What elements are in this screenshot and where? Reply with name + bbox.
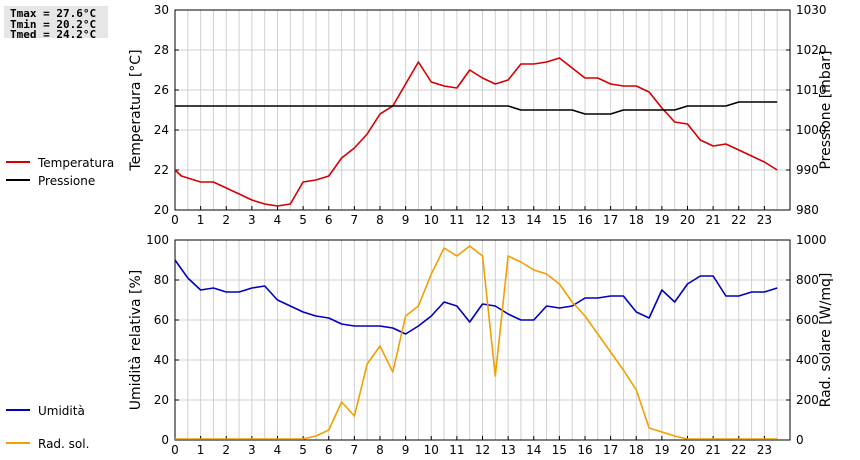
- x-tick-label: 4: [274, 443, 282, 457]
- y-right-tick-label: 600: [796, 313, 819, 327]
- y-left-axis-label: Temperatura [°C]: [128, 49, 144, 171]
- legend-item-rad-sol: Rad. sol.: [6, 437, 89, 451]
- x-tick-label: 21: [705, 443, 720, 457]
- legend-label-rad-sol: Rad. sol.: [38, 437, 89, 451]
- y-right-tick-label: 1000: [796, 233, 827, 247]
- x-tick-label: 2: [222, 213, 230, 227]
- y-right-tick-label: 1010: [796, 83, 827, 97]
- x-tick-label: 17: [603, 443, 618, 457]
- series-line-umidit-: [174, 259, 778, 335]
- y-left-tick-label: 100: [146, 233, 169, 247]
- series-line-rad-sol-: [175, 245, 778, 440]
- x-tick-label: 0: [171, 213, 179, 227]
- x-tick-label: 8: [376, 213, 384, 227]
- y-left-tick-label: 40: [154, 353, 169, 367]
- tmin-text: Tmin = 20.2°C: [10, 17, 97, 31]
- x-tick-label: 4: [274, 213, 282, 227]
- x-tick-label: 8: [376, 443, 384, 457]
- y-left-axis-label: Umidità relativa [%]: [128, 270, 144, 411]
- x-tick-label: 5: [299, 443, 307, 457]
- x-tick-label: 19: [654, 443, 669, 457]
- x-tick-label: 5: [299, 213, 307, 227]
- y-right-axis-label: Pressione [mbar]: [818, 50, 834, 169]
- y-right-tick-label: 0: [796, 433, 804, 447]
- y-left-tick-label: 20: [154, 393, 169, 407]
- x-tick-label: 1: [197, 213, 205, 227]
- x-tick-label: 22: [731, 443, 746, 457]
- x-tick-label: 17: [603, 213, 618, 227]
- x-tick-label: 6: [325, 213, 333, 227]
- legend-label-umidita: Umidità: [38, 404, 85, 418]
- y-right-tick-label: 1020: [796, 43, 827, 57]
- x-tick-label: 9: [402, 443, 410, 457]
- y-left-tick-label: 22: [154, 163, 169, 177]
- y-right-tick-label: 400: [796, 353, 819, 367]
- x-tick-label: 13: [500, 213, 515, 227]
- x-tick-label: 10: [424, 213, 439, 227]
- x-tick-label: 9: [402, 213, 410, 227]
- x-tick-label: 20: [680, 443, 695, 457]
- y-left-tick-label: 80: [154, 273, 169, 287]
- legend-label-pressione: Pressione: [38, 174, 95, 188]
- x-tick-label: 23: [757, 213, 772, 227]
- legend-item-umidita: Umidità: [6, 404, 85, 418]
- x-tick-label: 10: [424, 443, 439, 457]
- y-left-tick-label: 26: [154, 83, 169, 97]
- x-tick-label: 20: [680, 213, 695, 227]
- x-tick-label: 6: [325, 443, 333, 457]
- y-right-tick-label: 990: [796, 163, 819, 177]
- y-left-tick-label: 28: [154, 43, 169, 57]
- y-left-tick-label: 60: [154, 313, 169, 327]
- x-tick-label: 19: [654, 213, 669, 227]
- legend-label-temperatura: Temperatura: [37, 156, 114, 170]
- x-tick-label: 13: [500, 443, 515, 457]
- legend-item-pressione: Pressione: [6, 174, 95, 188]
- x-tick-label: 23: [757, 443, 772, 457]
- x-tick-label: 16: [577, 213, 592, 227]
- y-left-tick-label: 30: [154, 3, 169, 17]
- x-tick-label: 11: [449, 443, 464, 457]
- stats-box: Tmax = 27.6°C Tmin = 20.2°C Tmed = 24.2°…: [4, 6, 108, 41]
- tmed-text: Tmed = 24.2°C: [10, 28, 97, 41]
- y-left-tick-label: 24: [154, 123, 169, 137]
- x-tick-label: 14: [526, 213, 541, 227]
- x-tick-label: 1: [197, 443, 205, 457]
- y-right-tick-label: 1000: [796, 123, 827, 137]
- y-left-tick-label: 20: [154, 203, 169, 217]
- y-right-tick-label: 1030: [796, 3, 827, 17]
- x-tick-label: 3: [248, 213, 256, 227]
- series-line-temperatura: [174, 57, 778, 207]
- x-tick-label: 12: [475, 213, 490, 227]
- tmax-text: Tmax = 27.6°C: [10, 7, 97, 20]
- x-tick-label: 3: [248, 443, 256, 457]
- y-right-tick-label: 200: [796, 393, 819, 407]
- chart-panel-1: 0 1 2 3 4 5 6 7 8 9 10 11 12 13 14 15 16 17 18 19 20 21 22 2320…: [128, 3, 834, 227]
- y-left-tick-label: 0: [161, 433, 169, 447]
- x-tick-label: 0: [171, 443, 179, 457]
- legend-item-temperatura: Temperatura: [6, 156, 114, 170]
- y-right-axis-label: Rad. solare [W/mq]: [818, 273, 834, 408]
- x-tick-label: 21: [705, 213, 720, 227]
- y-right-tick-label: 980: [796, 203, 819, 217]
- x-tick-label: 15: [552, 443, 567, 457]
- series-line-pressione: [175, 101, 778, 115]
- x-tick-label: 16: [577, 443, 592, 457]
- x-tick-label: 18: [629, 443, 644, 457]
- x-tick-label: 18: [629, 213, 644, 227]
- y-right-tick-label: 800: [796, 273, 819, 287]
- x-tick-label: 7: [351, 443, 359, 457]
- x-tick-label: 11: [449, 213, 464, 227]
- x-tick-label: 22: [731, 213, 746, 227]
- x-tick-label: 7: [351, 213, 359, 227]
- chart-panel-2: 0 1 2 3 4 5 6 7 8 9 10 11 12 13 14 15 16 17 18 19 20 21 22 2302…: [128, 233, 834, 457]
- x-tick-label: 12: [475, 443, 490, 457]
- x-tick-label: 2: [222, 443, 230, 457]
- x-tick-label: 14: [526, 443, 541, 457]
- x-tick-label: 15: [552, 213, 567, 227]
